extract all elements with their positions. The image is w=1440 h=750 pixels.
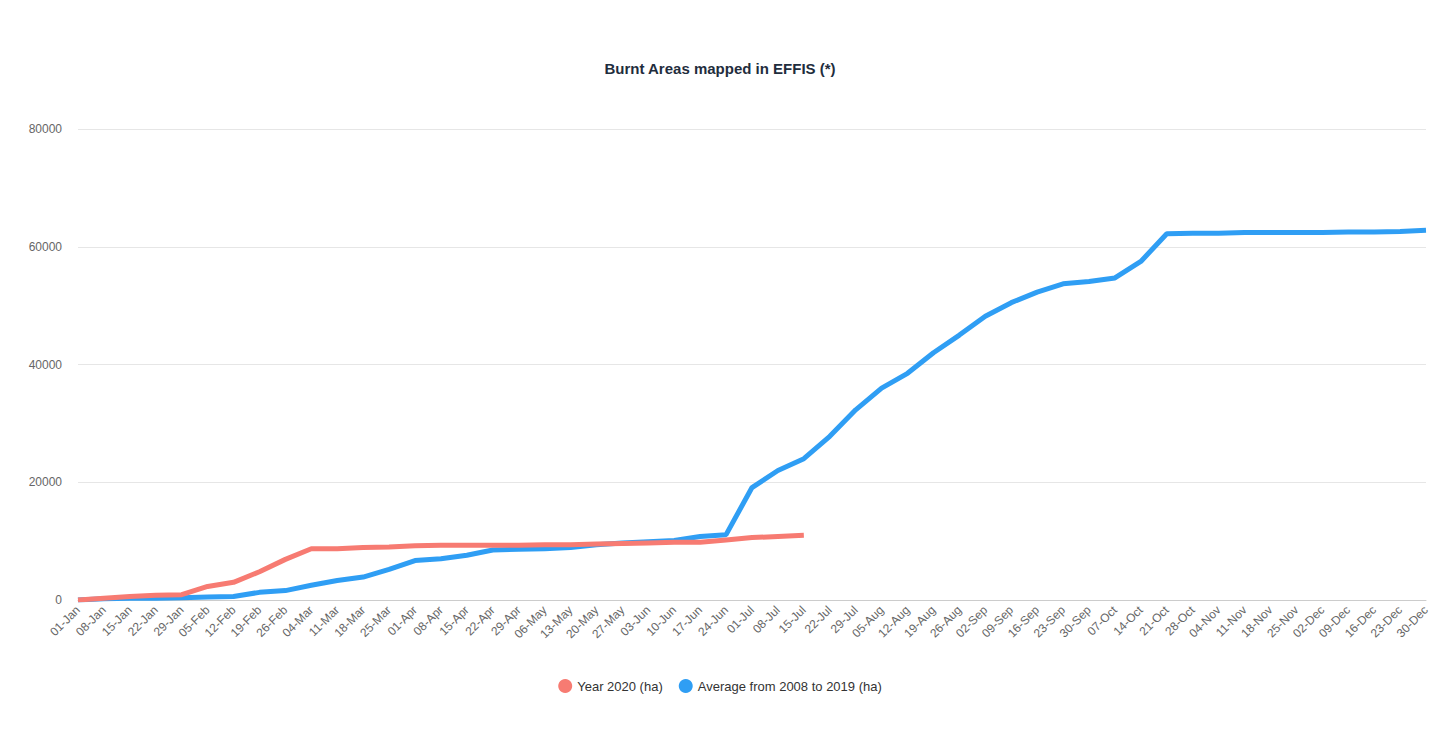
svg-text:06-May: 06-May (511, 603, 550, 642)
svg-text:21-Oct: 21-Oct (1136, 603, 1172, 639)
svg-text:28-Oct: 28-Oct (1162, 603, 1198, 639)
svg-text:16-Dec: 16-Dec (1341, 603, 1380, 641)
svg-text:01-Jul: 01-Jul (724, 603, 757, 636)
svg-text:19-Aug: 19-Aug (901, 603, 939, 641)
svg-text:Year 2020 (ha): Year 2020 (ha) (577, 679, 663, 694)
svg-text:10-Jun: 10-Jun (643, 603, 680, 639)
svg-text:22-Apr: 22-Apr (462, 603, 498, 639)
svg-text:05-Aug: 05-Aug (849, 603, 887, 641)
svg-text:26-Aug: 26-Aug (927, 603, 965, 641)
svg-text:01-Jan: 01-Jan (47, 603, 83, 639)
svg-text:03-Jun: 03-Jun (617, 603, 654, 639)
svg-text:22-Jan: 22-Jan (124, 603, 161, 639)
svg-text:Burnt Areas mapped in EFFIS (*: Burnt Areas mapped in EFFIS (*) (604, 60, 835, 77)
svg-text:07-Oct: 07-Oct (1084, 603, 1120, 639)
svg-text:02-Sep: 02-Sep (953, 603, 991, 641)
svg-text:08-Jul: 08-Jul (750, 603, 783, 636)
svg-text:40000: 40000 (29, 358, 63, 372)
svg-text:04-Mar: 04-Mar (279, 603, 317, 640)
svg-text:14-Oct: 14-Oct (1110, 603, 1146, 639)
svg-text:25-Mar: 25-Mar (357, 603, 394, 640)
svg-text:12-Feb: 12-Feb (201, 603, 239, 640)
svg-text:Average from 2008 to 2019 (ha): Average from 2008 to 2019 (ha) (698, 679, 882, 694)
svg-text:24-Jun: 24-Jun (695, 603, 731, 639)
svg-text:60000: 60000 (29, 240, 63, 254)
svg-text:11-Nov: 11-Nov (1212, 603, 1250, 640)
svg-text:05-Feb: 05-Feb (175, 603, 213, 640)
svg-text:80000: 80000 (29, 122, 63, 136)
svg-text:15-Jul: 15-Jul (776, 603, 809, 636)
svg-text:22-Jul: 22-Jul (802, 603, 835, 636)
svg-text:08-Apr: 08-Apr (410, 603, 446, 639)
svg-text:27-May: 27-May (589, 603, 627, 641)
svg-text:23-Sep: 23-Sep (1030, 603, 1068, 641)
svg-text:18-Mar: 18-Mar (331, 603, 369, 640)
svg-text:04-Nov: 04-Nov (1186, 603, 1224, 641)
svg-text:01-Apr: 01-Apr (384, 603, 420, 639)
svg-text:19-Feb: 19-Feb (227, 603, 265, 640)
svg-text:08-Jan: 08-Jan (73, 603, 109, 639)
svg-text:30-Dec: 30-Dec (1394, 603, 1431, 640)
svg-text:0: 0 (55, 593, 62, 607)
svg-text:18-Nov: 18-Nov (1238, 603, 1276, 641)
svg-text:09-Dec: 09-Dec (1316, 603, 1354, 641)
svg-text:23-Dec: 23-Dec (1367, 603, 1405, 641)
svg-text:20-May: 20-May (563, 603, 602, 642)
svg-text:20000: 20000 (29, 475, 63, 489)
svg-text:02-Dec: 02-Dec (1290, 603, 1328, 641)
svg-text:11-Mar: 11-Mar (306, 603, 343, 640)
svg-text:09-Sep: 09-Sep (978, 603, 1017, 641)
svg-text:16-Sep: 16-Sep (1004, 603, 1043, 641)
svg-text:17-Jun: 17-Jun (669, 603, 706, 639)
svg-text:29-Apr: 29-Apr (488, 603, 524, 639)
svg-text:30-Sep: 30-Sep (1057, 603, 1094, 640)
svg-text:29-Jul: 29-Jul (827, 603, 861, 636)
svg-text:25-Nov: 25-Nov (1264, 603, 1302, 641)
svg-text:29-Jan: 29-Jan (150, 603, 187, 639)
svg-text:15-Jan: 15-Jan (99, 603, 135, 639)
svg-text:26-Feb: 26-Feb (253, 603, 291, 640)
svg-text:13-May: 13-May (537, 603, 576, 642)
svg-text:15-Apr: 15-Apr (436, 603, 472, 639)
svg-text:12-Aug: 12-Aug (875, 603, 913, 641)
